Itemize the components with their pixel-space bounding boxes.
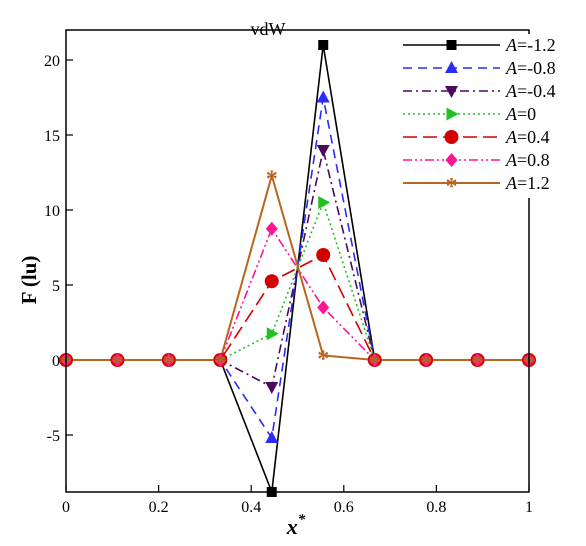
series-lines (66, 44, 529, 493)
legend-label: A=0.8 (505, 150, 550, 170)
x-tick-label: 0 (62, 499, 70, 516)
legend-label: A=-0.8 (505, 58, 556, 78)
data-point (111, 353, 124, 367)
legend-marker (446, 107, 459, 121)
data-point: * (163, 351, 175, 377)
data-point (368, 353, 381, 367)
legend-label: A=0 (505, 104, 536, 124)
data-point (265, 431, 279, 443)
y-tick-label: 15 (44, 128, 60, 145)
data-point: * (472, 351, 484, 377)
legend-marker (444, 130, 459, 144)
legend-label: A=-0.4 (505, 81, 556, 101)
x-tick-label: 1 (525, 499, 533, 516)
data-point (420, 353, 433, 367)
data-point: * (214, 351, 226, 377)
legend-background (398, 34, 584, 198)
data-point (264, 274, 279, 289)
data-point: * (420, 351, 432, 377)
chart-title: vdW (251, 19, 286, 39)
data-point (317, 300, 330, 315)
legend: A=-1.2 A=-0.8 A=-0.4 A=0 A=0.4 A=0.8 * A=1.2 (403, 35, 556, 200)
data-point: * (369, 351, 381, 377)
x-axis-label-main: x (286, 514, 298, 539)
series-markers: * * * *** * * * * (59, 40, 536, 497)
data-point (266, 327, 279, 341)
data-point (265, 382, 279, 394)
data-point: * (317, 347, 329, 373)
data-point (162, 353, 175, 367)
plot-frame (65, 29, 530, 493)
legend-label: A=1.2 (505, 173, 550, 193)
series-line (66, 200, 529, 361)
series-line (66, 226, 529, 361)
y-tick-label: 5 (52, 278, 60, 295)
data-point (316, 248, 331, 262)
x-tick-label: 0.8 (426, 499, 446, 516)
series-line (66, 171, 529, 361)
data-point (214, 353, 227, 367)
data-point (471, 353, 484, 367)
data-point (265, 221, 278, 236)
data-point (318, 40, 329, 50)
legend-marker (445, 61, 458, 73)
x-axis-label: x* (286, 512, 306, 539)
y-axis-label-text: F (lu) (17, 256, 41, 305)
y-tick-label: 20 (44, 53, 60, 70)
x-tick-label: 0.6 (334, 499, 354, 516)
legend-marker (446, 40, 457, 50)
data-point: * (266, 167, 278, 193)
data-point (316, 90, 330, 103)
y-tick-label: 10 (44, 203, 60, 220)
legend-marker (445, 153, 458, 167)
data-point (318, 196, 331, 209)
legend-marker (445, 86, 458, 98)
x-axis-label-superscript: * (298, 512, 306, 528)
y-axis-label: F (lu) (17, 256, 41, 305)
x-tick-label: 0.4 (241, 499, 261, 516)
data-point (316, 145, 330, 157)
x-tick-label: 0.2 (149, 499, 169, 516)
y-tick-label: -5 (47, 428, 60, 445)
data-point: * (111, 351, 123, 377)
legend-marker: * (446, 174, 458, 200)
legend-label: A=0.4 (505, 127, 550, 147)
legend-label: A=-1.2 (505, 35, 556, 55)
y-tick-label: 0 (52, 353, 60, 370)
